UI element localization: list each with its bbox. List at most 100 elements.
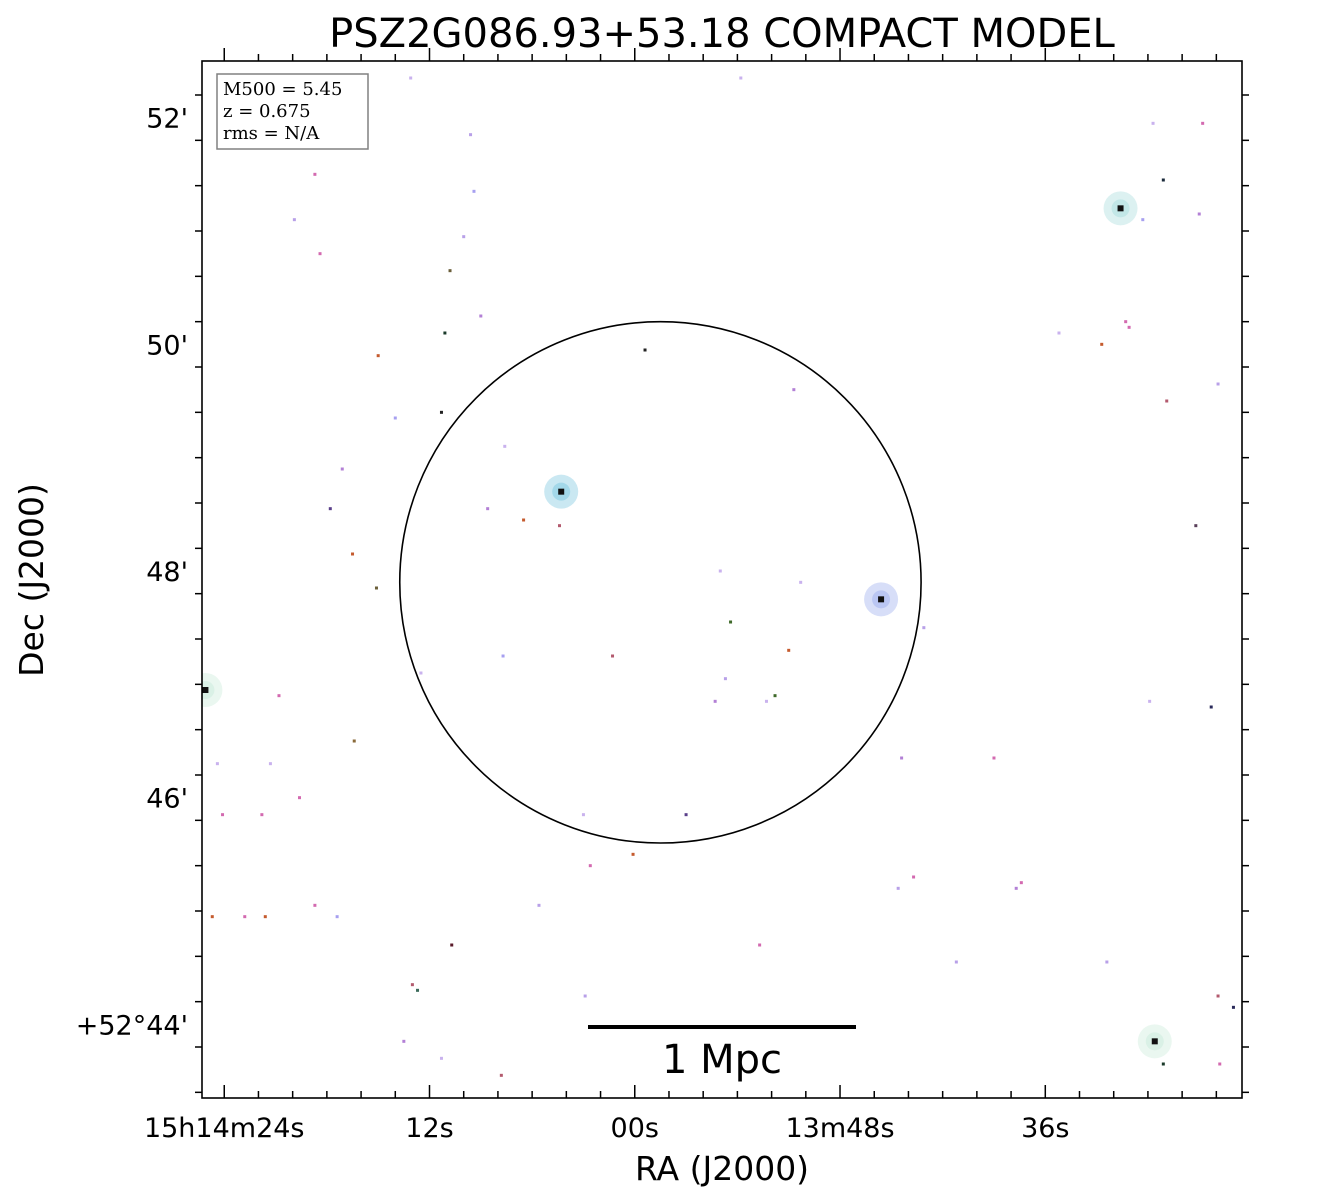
faint-source-67	[1141, 218, 1145, 222]
faint-source-51	[416, 988, 420, 992]
faint-source-12	[393, 416, 397, 420]
y-tick-label-2: 48'	[146, 557, 188, 588]
bright-source-core-1	[878, 596, 885, 603]
y-axis-label: Dec (J2000)	[12, 483, 51, 677]
info-redshift: z = 0.675	[223, 101, 311, 122]
faint-source-34	[764, 699, 768, 703]
faint-source-43	[298, 796, 301, 800]
faint-source-16	[351, 552, 355, 556]
faint-source-31	[723, 677, 727, 681]
aperture-circle	[398, 320, 922, 844]
faint-source-19	[522, 518, 526, 522]
faint-source-13	[439, 410, 443, 414]
faint-source-75	[1161, 1062, 1165, 1066]
faint-source-1	[739, 76, 743, 80]
faint-source-32	[713, 699, 717, 703]
faint-source-36	[922, 626, 926, 630]
faint-source-77	[1231, 1005, 1235, 1009]
faint-source-66	[1197, 212, 1201, 216]
faint-source-85	[1019, 881, 1023, 885]
bright-source-core-3	[202, 687, 209, 693]
y-tick-label-0: 52'	[146, 104, 188, 135]
faint-source-9	[479, 314, 483, 318]
faint-source-76	[1216, 994, 1220, 998]
faint-source-60	[1124, 320, 1128, 324]
x-tick-label-0: 15h14m24s	[144, 1113, 305, 1144]
info-box: M500 = 5.45 z = 0.675 rms = N/A	[216, 73, 369, 150]
faint-source-24	[611, 654, 615, 658]
faint-source-0	[409, 76, 413, 80]
faint-source-18	[486, 507, 490, 511]
ticks-layer: 15h14m24s 12s 00s 13m48s 36s 52' 50' 48' 46' +52°…	[76, 48, 1249, 1144]
faint-source-55	[499, 1073, 503, 1077]
faint-source-78	[1218, 1062, 1222, 1066]
x-axis-label: RA (J2000)	[635, 1149, 809, 1188]
faint-source-26	[792, 388, 796, 392]
faint-source-44	[352, 739, 356, 743]
x-tick-label-1: 12s	[405, 1113, 453, 1144]
faint-source-8	[448, 269, 452, 273]
faint-source-58	[896, 886, 900, 890]
faint-source-27	[718, 569, 722, 573]
faint-source-50	[410, 983, 414, 987]
faint-source-63	[1151, 121, 1155, 125]
faint-source-4	[472, 189, 476, 193]
y-tick-label-4: +52°44'	[76, 1010, 188, 1041]
faint-source-79	[243, 915, 247, 919]
faint-source-49	[450, 943, 454, 947]
faint-source-70	[1165, 399, 1169, 403]
faint-source-53	[402, 1039, 406, 1043]
faint-source-45	[263, 915, 267, 919]
faint-source-5	[292, 218, 296, 222]
bright-source-core-2	[1117, 205, 1124, 212]
chart-title: PSZ2G086.93+53.18 COMPACT MODEL	[329, 11, 1115, 57]
faint-source-7	[462, 235, 466, 239]
faint-source-65	[1201, 121, 1205, 125]
x-tick-label-3: 13m48s	[785, 1113, 894, 1144]
faint-source-38	[581, 813, 585, 817]
faint-source-25	[643, 348, 647, 352]
faint-source-22	[419, 671, 423, 675]
faint-source-46	[313, 903, 317, 907]
faint-source-62	[1057, 331, 1061, 335]
faint-source-71	[1194, 524, 1198, 528]
faint-source-21	[558, 524, 561, 528]
faint-source-47	[335, 915, 339, 919]
faint-source-6	[318, 252, 322, 256]
faint-source-17	[374, 586, 378, 590]
sources-layer	[202, 76, 1235, 1077]
faint-source-69	[1216, 382, 1220, 386]
faint-source-10	[443, 331, 447, 335]
faint-source-64	[1161, 178, 1165, 182]
faint-source-54	[439, 1056, 443, 1060]
faint-source-84	[1014, 886, 1018, 890]
faint-source-42	[260, 813, 264, 817]
faint-source-48	[537, 903, 541, 907]
bright-source-core-4	[1151, 1038, 1158, 1045]
faint-source-52	[583, 994, 587, 998]
faint-source-61	[1100, 342, 1104, 346]
faint-source-41	[268, 762, 272, 766]
faint-source-30	[787, 648, 791, 652]
faint-source-83	[221, 813, 225, 817]
faint-source-29	[799, 580, 803, 584]
info-box-frame	[216, 73, 369, 150]
plot-background	[202, 61, 1242, 1098]
faint-source-15	[328, 507, 332, 511]
scale-bar-label: 1 Mpc	[662, 1037, 782, 1083]
scale-bar: 1 Mpc	[588, 1025, 856, 1083]
faint-source-72	[1209, 705, 1213, 709]
faint-source-23	[501, 654, 505, 658]
faint-source-68	[1127, 325, 1131, 329]
bright-source-core-0	[558, 488, 565, 495]
faint-source-73	[1148, 699, 1152, 703]
info-m500: M500 = 5.45	[223, 79, 342, 100]
faint-source-80	[210, 915, 214, 919]
faint-source-33	[773, 694, 777, 698]
faint-source-86	[992, 756, 996, 760]
x-tick-label-2: 00s	[611, 1113, 659, 1144]
y-tick-label-3: 46'	[146, 784, 188, 815]
y-tick-label-1: 50'	[146, 330, 188, 361]
faint-source-59	[954, 960, 958, 964]
